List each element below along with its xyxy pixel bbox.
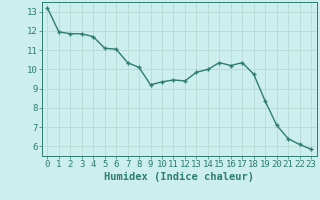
X-axis label: Humidex (Indice chaleur): Humidex (Indice chaleur): [104, 172, 254, 182]
